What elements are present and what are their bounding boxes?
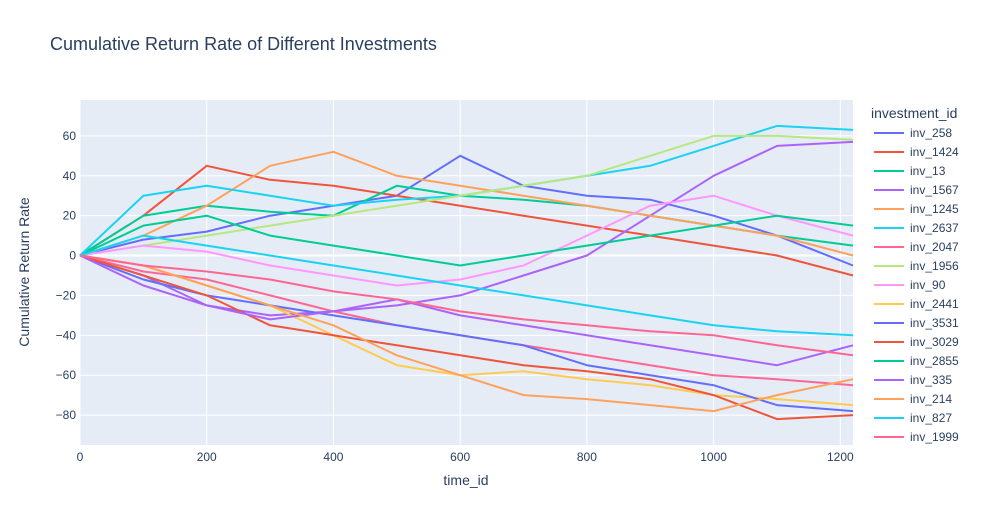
y-tick-label: −40	[56, 328, 77, 342]
series-line-inv_2855[interactable]	[79, 214, 854, 267]
y-tick-label: 60	[63, 129, 77, 143]
x-tick-label: 1000	[700, 450, 727, 464]
legend-item-inv_3029[interactable]: inv_3029	[874, 335, 959, 349]
series-line-inv_1424[interactable]	[79, 164, 854, 277]
legend-item-inv_2637[interactable]: inv_2637	[874, 221, 959, 235]
x-tick-label: 400	[323, 450, 343, 464]
x-tick-label: 800	[577, 450, 597, 464]
legend-item-inv_827[interactable]: inv_827	[874, 411, 952, 425]
legend-item-inv_1999[interactable]: inv_1999	[874, 430, 959, 444]
legend-item-inv_258[interactable]: inv_258	[874, 126, 952, 140]
legend-item-inv_1424[interactable]: inv_1424	[874, 145, 959, 159]
x-tick-label: 200	[197, 450, 217, 464]
series-line-inv_258[interactable]	[79, 154, 854, 267]
legend-label: inv_214	[910, 392, 952, 406]
y-axis-ticks: −80 −60 −40 −20 0 20 40 60	[56, 129, 77, 422]
legend-item-inv_1245[interactable]: inv_1245	[874, 202, 959, 216]
y-tick-label: 20	[63, 209, 77, 223]
legend-label: inv_1567	[910, 183, 959, 197]
series-line-inv_1999[interactable]	[79, 254, 854, 357]
legend[interactable]: inv_258 inv_1424 inv_13 inv_1567 inv_1245inv…	[874, 126, 959, 444]
series-lines	[79, 124, 854, 421]
legend-title: investment_id	[871, 105, 957, 121]
legend-item-inv_3531[interactable]: inv_3531	[874, 316, 959, 330]
y-tick-label: −60	[56, 368, 77, 382]
legend-label: inv_1999	[910, 430, 959, 444]
legend-label: inv_1956	[910, 259, 959, 273]
legend-item-inv_2855[interactable]: inv_2855	[874, 354, 959, 368]
legend-label: inv_3029	[910, 335, 959, 349]
series-line-inv_3029[interactable]	[79, 254, 854, 421]
legend-item-inv_1567[interactable]: inv_1567	[874, 183, 959, 197]
legend-label: inv_1245	[910, 202, 959, 216]
legend-label: inv_258	[910, 126, 952, 140]
legend-item-inv_13[interactable]: inv_13	[874, 164, 946, 178]
y-tick-label: −20	[56, 288, 77, 302]
legend-label: inv_1424	[910, 145, 959, 159]
legend-item-inv_90[interactable]: inv_90	[874, 278, 946, 292]
legend-label: inv_13	[910, 164, 946, 178]
legend-label: inv_2047	[910, 240, 959, 254]
x-tick-label: 600	[450, 450, 470, 464]
legend-item-inv_2047[interactable]: inv_2047	[874, 240, 959, 254]
series-line-inv_335[interactable]	[79, 254, 854, 367]
y-axis-title: Cumulative Return Rate	[16, 197, 32, 347]
y-tick-label: 40	[63, 169, 77, 183]
legend-item-inv_2441[interactable]: inv_2441	[874, 297, 959, 311]
y-tick-label: −80	[56, 408, 77, 422]
series-line-inv_827[interactable]	[79, 234, 854, 337]
x-axis-ticks: 0 200 400 600 800 1000 1200	[77, 450, 854, 464]
legend-label: inv_2441	[910, 297, 959, 311]
legend-label: inv_827	[910, 411, 952, 425]
series-line-inv_90[interactable]	[79, 194, 854, 287]
legend-item-inv_214[interactable]: inv_214	[874, 392, 952, 406]
legend-label: inv_335	[910, 373, 952, 387]
y-tick-label: 0	[69, 249, 76, 263]
series-line-inv_1956[interactable]	[79, 134, 854, 257]
x-axis-title: time_id	[443, 472, 488, 488]
legend-label: inv_3531	[910, 316, 959, 330]
x-tick-label: 1200	[827, 450, 854, 464]
legend-item-inv_1956[interactable]: inv_1956	[874, 259, 959, 273]
series-line-inv_214[interactable]	[79, 254, 854, 413]
legend-label: inv_2637	[910, 221, 959, 235]
legend-label: inv_2855	[910, 354, 959, 368]
x-tick-label: 0	[77, 450, 84, 464]
legend-label: inv_90	[910, 278, 946, 292]
legend-item-inv_335[interactable]: inv_335	[874, 373, 952, 387]
chart-title: Cumulative Return Rate of Different Inve…	[50, 34, 437, 54]
